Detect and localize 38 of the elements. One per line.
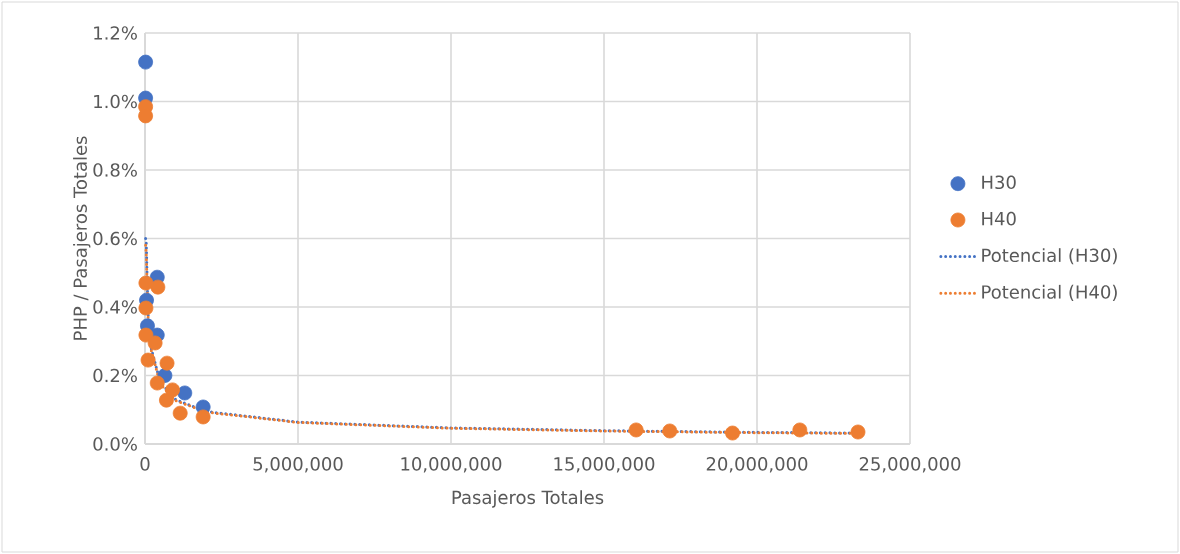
legend-label: H30	[982, 175, 1016, 190]
x-tick-label: 10,000,000	[401, 457, 502, 473]
point	[150, 279, 166, 295]
point	[195, 409, 211, 425]
point	[850, 424, 866, 440]
point	[147, 335, 163, 351]
point	[792, 422, 808, 438]
y-tick-label: 0.8%	[93, 163, 137, 177]
y-tick-label: 0.6%	[93, 231, 137, 246]
x-tick-label: 25,000,000	[859, 457, 961, 473]
point	[138, 54, 154, 70]
point	[662, 423, 678, 439]
point	[177, 385, 193, 401]
point	[165, 382, 180, 398]
point	[140, 352, 156, 368]
point	[138, 327, 154, 343]
legend-label: Potencial (H40)	[982, 284, 1117, 301]
y-tick-label: 0.4%	[93, 300, 137, 314]
point	[172, 405, 188, 421]
point	[138, 300, 154, 316]
point	[149, 375, 165, 391]
y-axis-title: PHP / Pasajeros Totales	[73, 136, 91, 340]
y-tick-label: 1.2%	[94, 26, 137, 40]
x-tick-label: 0	[140, 457, 150, 471]
y-tick-label: 0.2%	[93, 368, 137, 383]
x-tick-label: 15,000,000	[554, 457, 655, 473]
point	[159, 392, 174, 408]
point	[138, 275, 154, 291]
x-axis-title: Pasajeros Totales	[452, 490, 604, 508]
point	[628, 422, 644, 438]
x-tick-label: 5,000,000	[253, 457, 343, 473]
point	[725, 425, 740, 441]
legend-label: Potencial (H30)	[982, 248, 1117, 265]
y-tick-label: 0.0%	[93, 437, 137, 451]
y-tick-label: 1.0%	[94, 94, 137, 109]
point	[159, 355, 175, 371]
legend-label: H40	[982, 211, 1016, 226]
x-tick-label: 20,000,000	[706, 457, 808, 473]
